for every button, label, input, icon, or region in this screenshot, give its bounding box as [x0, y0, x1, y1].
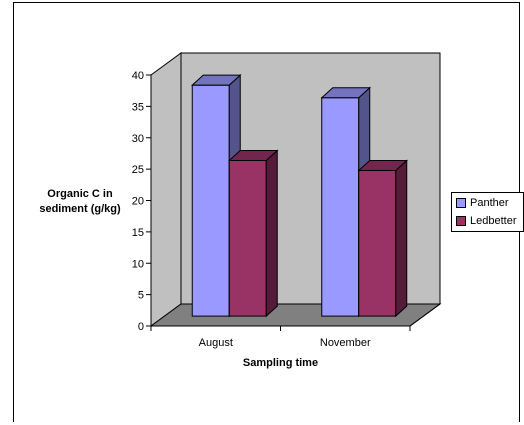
floor-edge	[409, 303, 441, 327]
y-tick-label: 20	[132, 196, 144, 208]
bar-top-panther-august	[190, 74, 242, 86]
y-axis-title-line: sediment (g/kg)	[39, 203, 121, 215]
legend-item-panther: Panther	[456, 195, 523, 211]
x-tick-label: November	[320, 337, 371, 349]
y-tick-label: 10	[132, 258, 144, 270]
y-tick-label: 25	[132, 164, 144, 176]
bar-panther-november	[321, 97, 360, 317]
y-tick-label: 30	[132, 133, 144, 145]
legend-label-panther: Panther	[470, 197, 509, 209]
y-axis-title-line: Organic C in	[47, 188, 113, 200]
bar-top-ledbetter-august	[227, 149, 279, 161]
legend-swatch-ledbetter	[456, 216, 466, 226]
side-wall	[150, 52, 182, 327]
bar-top-ledbetter-november	[357, 160, 409, 172]
legend-swatch-panther	[456, 198, 466, 208]
legend-label-ledbetter: Ledbetter	[470, 215, 517, 227]
y-tick-label: 5	[138, 290, 144, 302]
bar-side-ledbetter-november	[395, 159, 408, 318]
bar-ledbetter-august	[228, 159, 267, 317]
x-tick-label: August	[199, 337, 233, 349]
bar-ledbetter-november	[358, 170, 397, 317]
bar-side-ledbetter-august	[265, 149, 278, 318]
legend-item-ledbetter: Ledbetter	[456, 213, 523, 229]
bar-top-panther-november	[320, 87, 372, 99]
y-tick-label: 0	[138, 321, 144, 333]
x-axis-title: Sampling time	[243, 357, 318, 369]
bar-panther-august	[191, 84, 230, 317]
y-tick-label: 40	[132, 70, 144, 82]
y-tick-label: 35	[132, 101, 144, 113]
y-tick-label: 15	[132, 227, 144, 239]
legend: Panther Ledbetter	[451, 192, 524, 232]
